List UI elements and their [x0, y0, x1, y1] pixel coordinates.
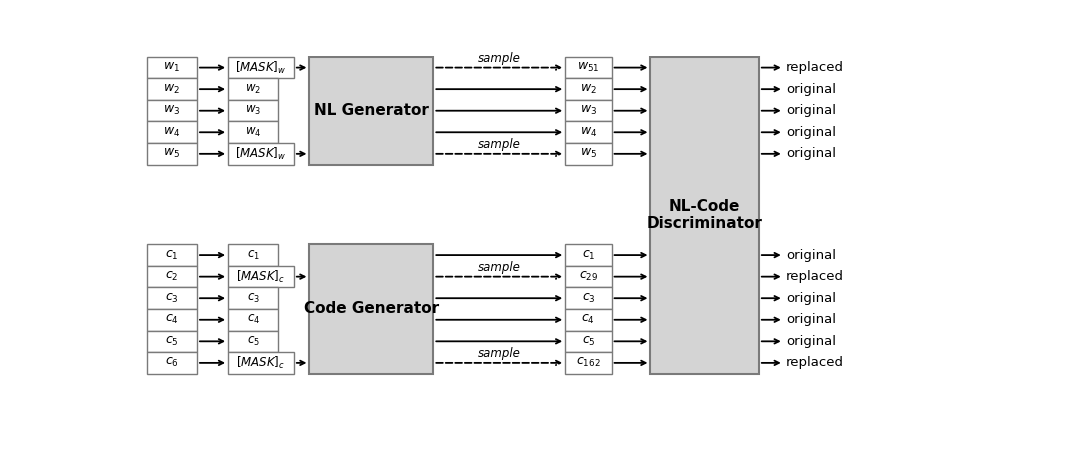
Text: $w_4$: $w_4$: [163, 126, 180, 139]
Text: $c_5$: $c_5$: [165, 335, 178, 348]
Text: $c_1$: $c_1$: [165, 248, 178, 262]
Bar: [565, 266, 611, 287]
Text: replaced: replaced: [786, 270, 843, 283]
Text: $w_2$: $w_2$: [163, 83, 180, 96]
Bar: [228, 100, 279, 121]
Text: original: original: [786, 248, 836, 262]
Bar: [228, 121, 279, 143]
Text: original: original: [786, 313, 836, 326]
Bar: [565, 143, 611, 164]
Bar: [147, 78, 197, 100]
Text: $c_{162}$: $c_{162}$: [576, 356, 600, 369]
Bar: [565, 352, 611, 374]
Bar: [650, 57, 759, 374]
Bar: [147, 287, 197, 309]
Text: Code Generator: Code Generator: [303, 302, 438, 317]
Bar: [228, 266, 294, 287]
Text: $c_{29}$: $c_{29}$: [579, 270, 598, 283]
Bar: [565, 57, 611, 78]
Text: $c_3$: $c_3$: [165, 292, 178, 305]
Text: $w_5$: $w_5$: [580, 147, 597, 160]
Text: $w_2$: $w_2$: [245, 83, 261, 96]
Text: $[MASK]_w$: $[MASK]_w$: [235, 146, 286, 162]
Bar: [147, 266, 197, 287]
Bar: [309, 57, 433, 164]
Bar: [228, 309, 279, 331]
Bar: [565, 331, 611, 352]
Text: $w_{51}$: $w_{51}$: [577, 61, 599, 74]
Text: $c_1$: $c_1$: [246, 248, 259, 262]
Text: $c_4$: $c_4$: [246, 313, 260, 326]
Bar: [565, 100, 611, 121]
Text: $w_4$: $w_4$: [245, 126, 261, 139]
Bar: [228, 78, 279, 100]
Text: $w_4$: $w_4$: [580, 126, 597, 139]
Text: $w_3$: $w_3$: [580, 104, 597, 117]
Text: replaced: replaced: [786, 61, 843, 74]
Text: original: original: [786, 83, 836, 96]
Text: $c_3$: $c_3$: [246, 292, 259, 305]
Bar: [147, 121, 197, 143]
Text: $c_5$: $c_5$: [246, 335, 259, 348]
Bar: [565, 287, 611, 309]
Text: $c_5$: $c_5$: [581, 335, 595, 348]
Bar: [147, 331, 197, 352]
Bar: [565, 78, 611, 100]
Text: NL Generator: NL Generator: [314, 103, 429, 118]
Bar: [147, 244, 197, 266]
Bar: [147, 309, 197, 331]
Text: $c_6$: $c_6$: [165, 356, 179, 369]
Bar: [309, 244, 433, 374]
Text: replaced: replaced: [786, 356, 843, 369]
Bar: [228, 143, 294, 164]
Text: NL-Code
Discriminator: NL-Code Discriminator: [647, 199, 762, 232]
Text: $w_1$: $w_1$: [163, 61, 180, 74]
Bar: [147, 100, 197, 121]
Text: original: original: [786, 335, 836, 348]
Text: sample: sample: [477, 261, 521, 274]
Bar: [565, 309, 611, 331]
Text: $c_2$: $c_2$: [165, 270, 178, 283]
Text: $c_4$: $c_4$: [165, 313, 179, 326]
Text: $[MASK]_c$: $[MASK]_c$: [237, 355, 285, 371]
Text: sample: sample: [477, 52, 521, 65]
Text: $c_3$: $c_3$: [581, 292, 595, 305]
Bar: [147, 352, 197, 374]
Bar: [228, 352, 294, 374]
Bar: [228, 244, 279, 266]
Text: sample: sample: [477, 347, 521, 360]
Text: $w_3$: $w_3$: [245, 104, 261, 117]
Text: original: original: [786, 292, 836, 304]
Text: $w_5$: $w_5$: [163, 147, 180, 160]
Bar: [228, 57, 294, 78]
Bar: [565, 244, 611, 266]
Text: original: original: [786, 147, 836, 160]
Text: original: original: [786, 104, 836, 117]
Text: $w_3$: $w_3$: [163, 104, 180, 117]
Text: $[MASK]_c$: $[MASK]_c$: [237, 269, 285, 285]
Text: sample: sample: [477, 138, 521, 151]
Text: $w_2$: $w_2$: [580, 83, 597, 96]
Text: $[MASK]_w$: $[MASK]_w$: [235, 59, 286, 76]
Bar: [147, 143, 197, 164]
Text: $c_4$: $c_4$: [581, 313, 595, 326]
Bar: [228, 287, 279, 309]
Bar: [147, 57, 197, 78]
Text: original: original: [786, 126, 836, 139]
Text: $c_1$: $c_1$: [581, 248, 595, 262]
Bar: [565, 121, 611, 143]
Bar: [228, 331, 279, 352]
